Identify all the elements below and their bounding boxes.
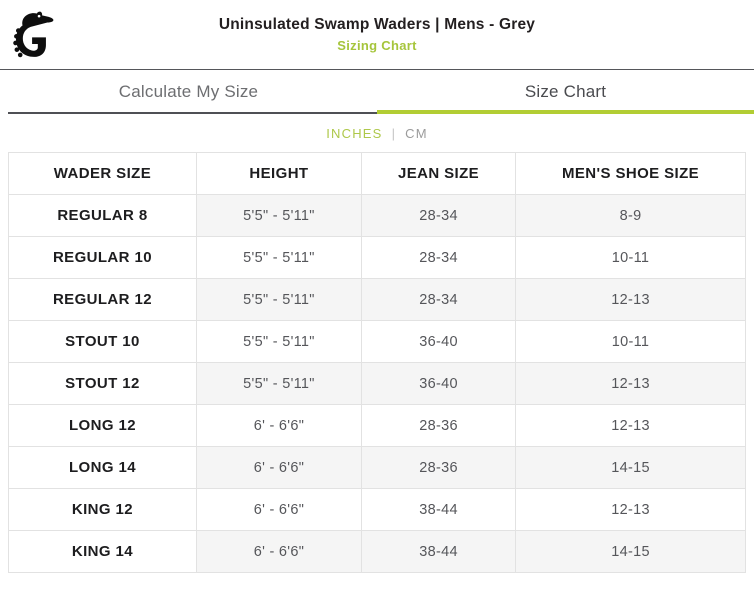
table-row: LONG 12 6' - 6'6" 28-36 12-13 <box>8 404 746 447</box>
unit-separator: | <box>391 125 397 141</box>
data-cell: 6' - 6'6" <box>195 404 363 447</box>
tab-bar: Calculate My Size Size Chart <box>0 70 754 114</box>
table-row: KING 12 6' - 6'6" 38-44 12-13 <box>8 488 746 531</box>
column-header: HEIGHT <box>195 152 363 195</box>
data-cell: 5'5" - 5'11" <box>195 362 363 405</box>
table-row: REGULAR 10 5'5" - 5'11" 28-34 10-11 <box>8 236 746 279</box>
wader-size-cell: LONG 14 <box>8 446 197 489</box>
page-subtitle: Sizing Chart <box>337 38 417 54</box>
data-cell: 36-40 <box>360 362 517 405</box>
data-cell: 14-15 <box>515 446 746 489</box>
data-cell: 14-15 <box>515 530 746 573</box>
unit-option-cm[interactable]: CM <box>405 125 428 141</box>
wader-size-cell: LONG 12 <box>8 404 197 447</box>
table-row: REGULAR 12 5'5" - 5'11" 28-34 12-13 <box>8 278 746 321</box>
data-cell: 5'5" - 5'11" <box>195 320 363 363</box>
data-cell: 5'5" - 5'11" <box>195 236 363 279</box>
sizing-table: WADER SIZE HEIGHT JEAN SIZE MEN'S SHOE SIZE… <box>8 152 746 573</box>
data-cell: 28-34 <box>360 236 517 279</box>
table-row: REGULAR 8 5'5" - 5'11" 28-34 8-9 <box>8 194 746 237</box>
table-row: LONG 14 6' - 6'6" 28-36 14-15 <box>8 446 746 489</box>
data-cell: 12-13 <box>515 362 746 405</box>
data-cell: 28-34 <box>360 194 517 237</box>
table-header-row: WADER SIZE HEIGHT JEAN SIZE MEN'S SHOE SIZE <box>8 152 746 195</box>
data-cell: 28-36 <box>360 404 517 447</box>
table-row: KING 14 6' - 6'6" 38-44 14-15 <box>8 530 746 573</box>
data-cell: 36-40 <box>360 320 517 363</box>
wader-size-cell: KING 14 <box>8 530 197 573</box>
wader-size-cell: REGULAR 12 <box>8 278 197 321</box>
data-cell: 6' - 6'6" <box>195 530 363 573</box>
tab-calculate-my-size[interactable]: Calculate My Size <box>0 70 377 114</box>
gator-brand-logo-icon <box>13 9 55 59</box>
data-cell: 12-13 <box>515 488 746 531</box>
data-cell: 38-44 <box>360 488 517 531</box>
table-row: STOUT 12 5'5" - 5'11" 36-40 12-13 <box>8 362 746 405</box>
unit-option-inches[interactable]: INCHES <box>326 125 383 141</box>
header: Uninsulated Swamp Waders | Mens - Grey S… <box>0 0 754 70</box>
wader-size-cell: STOUT 10 <box>8 320 197 363</box>
tab-size-chart[interactable]: Size Chart <box>377 70 754 114</box>
header-titles: Uninsulated Swamp Waders | Mens - Grey S… <box>219 15 535 54</box>
page-title: Uninsulated Swamp Waders | Mens - Grey <box>218 16 536 34</box>
data-cell: 10-11 <box>515 320 746 363</box>
data-cell: 12-13 <box>515 404 746 447</box>
data-cell: 38-44 <box>360 530 517 573</box>
data-cell: 8-9 <box>515 194 746 237</box>
wader-size-cell: REGULAR 8 <box>8 194 197 237</box>
column-header: WADER SIZE <box>8 152 197 195</box>
data-cell: 12-13 <box>515 278 746 321</box>
data-cell: 10-11 <box>515 236 746 279</box>
data-cell: 28-36 <box>360 446 517 489</box>
unit-toggle: INCHES | CM <box>0 114 754 152</box>
data-cell: 5'5" - 5'11" <box>195 194 363 237</box>
data-cell: 6' - 6'6" <box>195 446 363 489</box>
wader-size-cell: STOUT 12 <box>8 362 197 405</box>
column-header: JEAN SIZE <box>360 152 517 195</box>
wader-size-cell: KING 12 <box>8 488 197 531</box>
data-cell: 5'5" - 5'11" <box>195 278 363 321</box>
data-cell: 6' - 6'6" <box>195 488 363 531</box>
table-row: STOUT 10 5'5" - 5'11" 36-40 10-11 <box>8 320 746 363</box>
wader-size-cell: REGULAR 10 <box>8 236 197 279</box>
data-cell: 28-34 <box>360 278 517 321</box>
column-header: MEN'S SHOE SIZE <box>515 152 746 195</box>
